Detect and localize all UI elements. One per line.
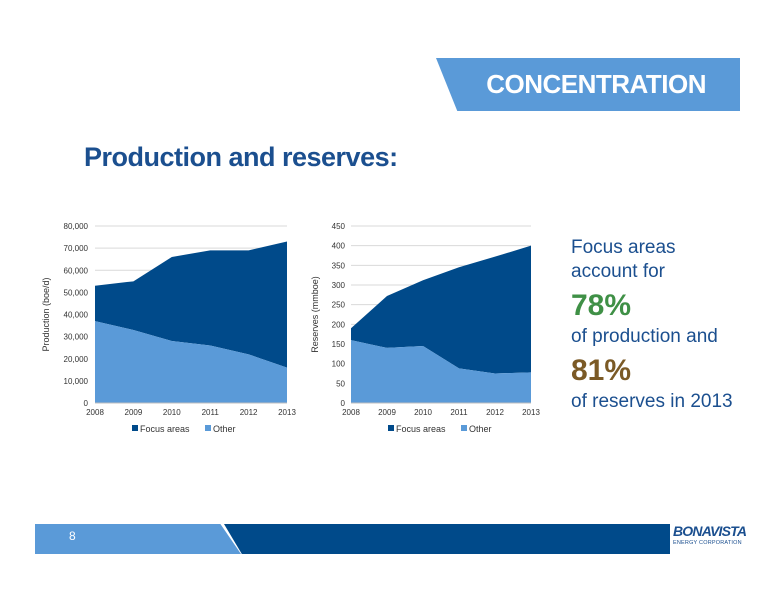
legend-label: Other — [469, 424, 492, 434]
legend-swatch — [388, 425, 394, 431]
y-tick-label: 100 — [332, 360, 346, 369]
x-tick-label: 2010 — [163, 408, 181, 417]
legend-label: Focus areas — [140, 424, 190, 434]
x-tick-label: 2009 — [378, 408, 396, 417]
legend-swatch — [461, 425, 467, 431]
y-tick-label: 150 — [332, 340, 346, 349]
section-banner-label: CONCENTRATION — [486, 69, 706, 99]
page-number: 8 — [69, 529, 76, 543]
y-tick-label: 350 — [332, 261, 346, 270]
x-tick-label: 2012 — [486, 408, 504, 417]
section-banner: CONCENTRATION — [436, 58, 740, 111]
y-tick-label: 70,000 — [64, 244, 89, 253]
series-other-area — [351, 340, 531, 403]
x-tick-label: 2008 — [342, 408, 360, 417]
summary-line-1: Focus areas — [571, 237, 676, 258]
x-tick-label: 2013 — [278, 408, 296, 417]
x-tick-label: 2010 — [414, 408, 432, 417]
company-logo: BONAVISTA ENERGY CORPORATION — [673, 523, 747, 555]
x-tick-label: 2013 — [522, 408, 540, 417]
series-other-area — [95, 321, 287, 403]
y-axis-label: Reserves (mmboe) — [310, 276, 320, 353]
y-tick-label: 20,000 — [64, 355, 89, 364]
x-tick-label: 2012 — [240, 408, 258, 417]
logo-subtitle: ENERGY CORPORATION — [673, 540, 742, 546]
series-focus-areas-area — [351, 245, 531, 374]
y-tick-label: 50 — [336, 379, 345, 388]
y-tick-label: 300 — [332, 281, 346, 290]
summary-panel: Focus areas account for 78% of productio… — [571, 236, 761, 414]
y-tick-label: 200 — [332, 320, 346, 329]
y-tick-label: 0 — [84, 399, 89, 408]
y-tick-label: 450 — [332, 222, 346, 231]
y-tick-label: 50,000 — [64, 288, 89, 297]
x-tick-label: 2008 — [86, 408, 104, 417]
legend-label: Other — [213, 424, 236, 434]
logo-wordmark: BONAVISTA — [673, 523, 747, 539]
y-tick-label: 30,000 — [64, 333, 89, 342]
x-tick-label: 2009 — [125, 408, 143, 417]
y-tick-label: 60,000 — [64, 266, 89, 275]
footer-bar-left — [35, 524, 241, 554]
legend-label: Focus areas — [396, 424, 446, 434]
legend-swatch — [205, 425, 211, 431]
x-tick-label: 2011 — [202, 408, 220, 417]
production-percentage: 78% — [571, 289, 632, 322]
y-tick-label: 0 — [341, 399, 346, 408]
summary-line-3: of production and — [571, 326, 718, 347]
legend-swatch — [132, 425, 138, 431]
y-tick-label: 10,000 — [64, 377, 89, 386]
y-tick-label: 40,000 — [64, 311, 89, 320]
series-focus-areas-area — [95, 241, 287, 368]
reserves-percentage: 81% — [571, 354, 632, 387]
x-tick-label: 2011 — [450, 408, 468, 417]
y-tick-label: 250 — [332, 301, 346, 310]
slide-title: Production and reserves: — [84, 142, 398, 172]
footer-bar-right — [224, 524, 670, 554]
y-tick-label: 400 — [332, 242, 346, 251]
summary-line-4: of reserves in 2013 — [571, 391, 733, 412]
y-tick-label: 80,000 — [64, 222, 89, 231]
summary-line-2: account for — [571, 261, 665, 282]
y-axis-label: Production (boe/d) — [41, 277, 51, 351]
